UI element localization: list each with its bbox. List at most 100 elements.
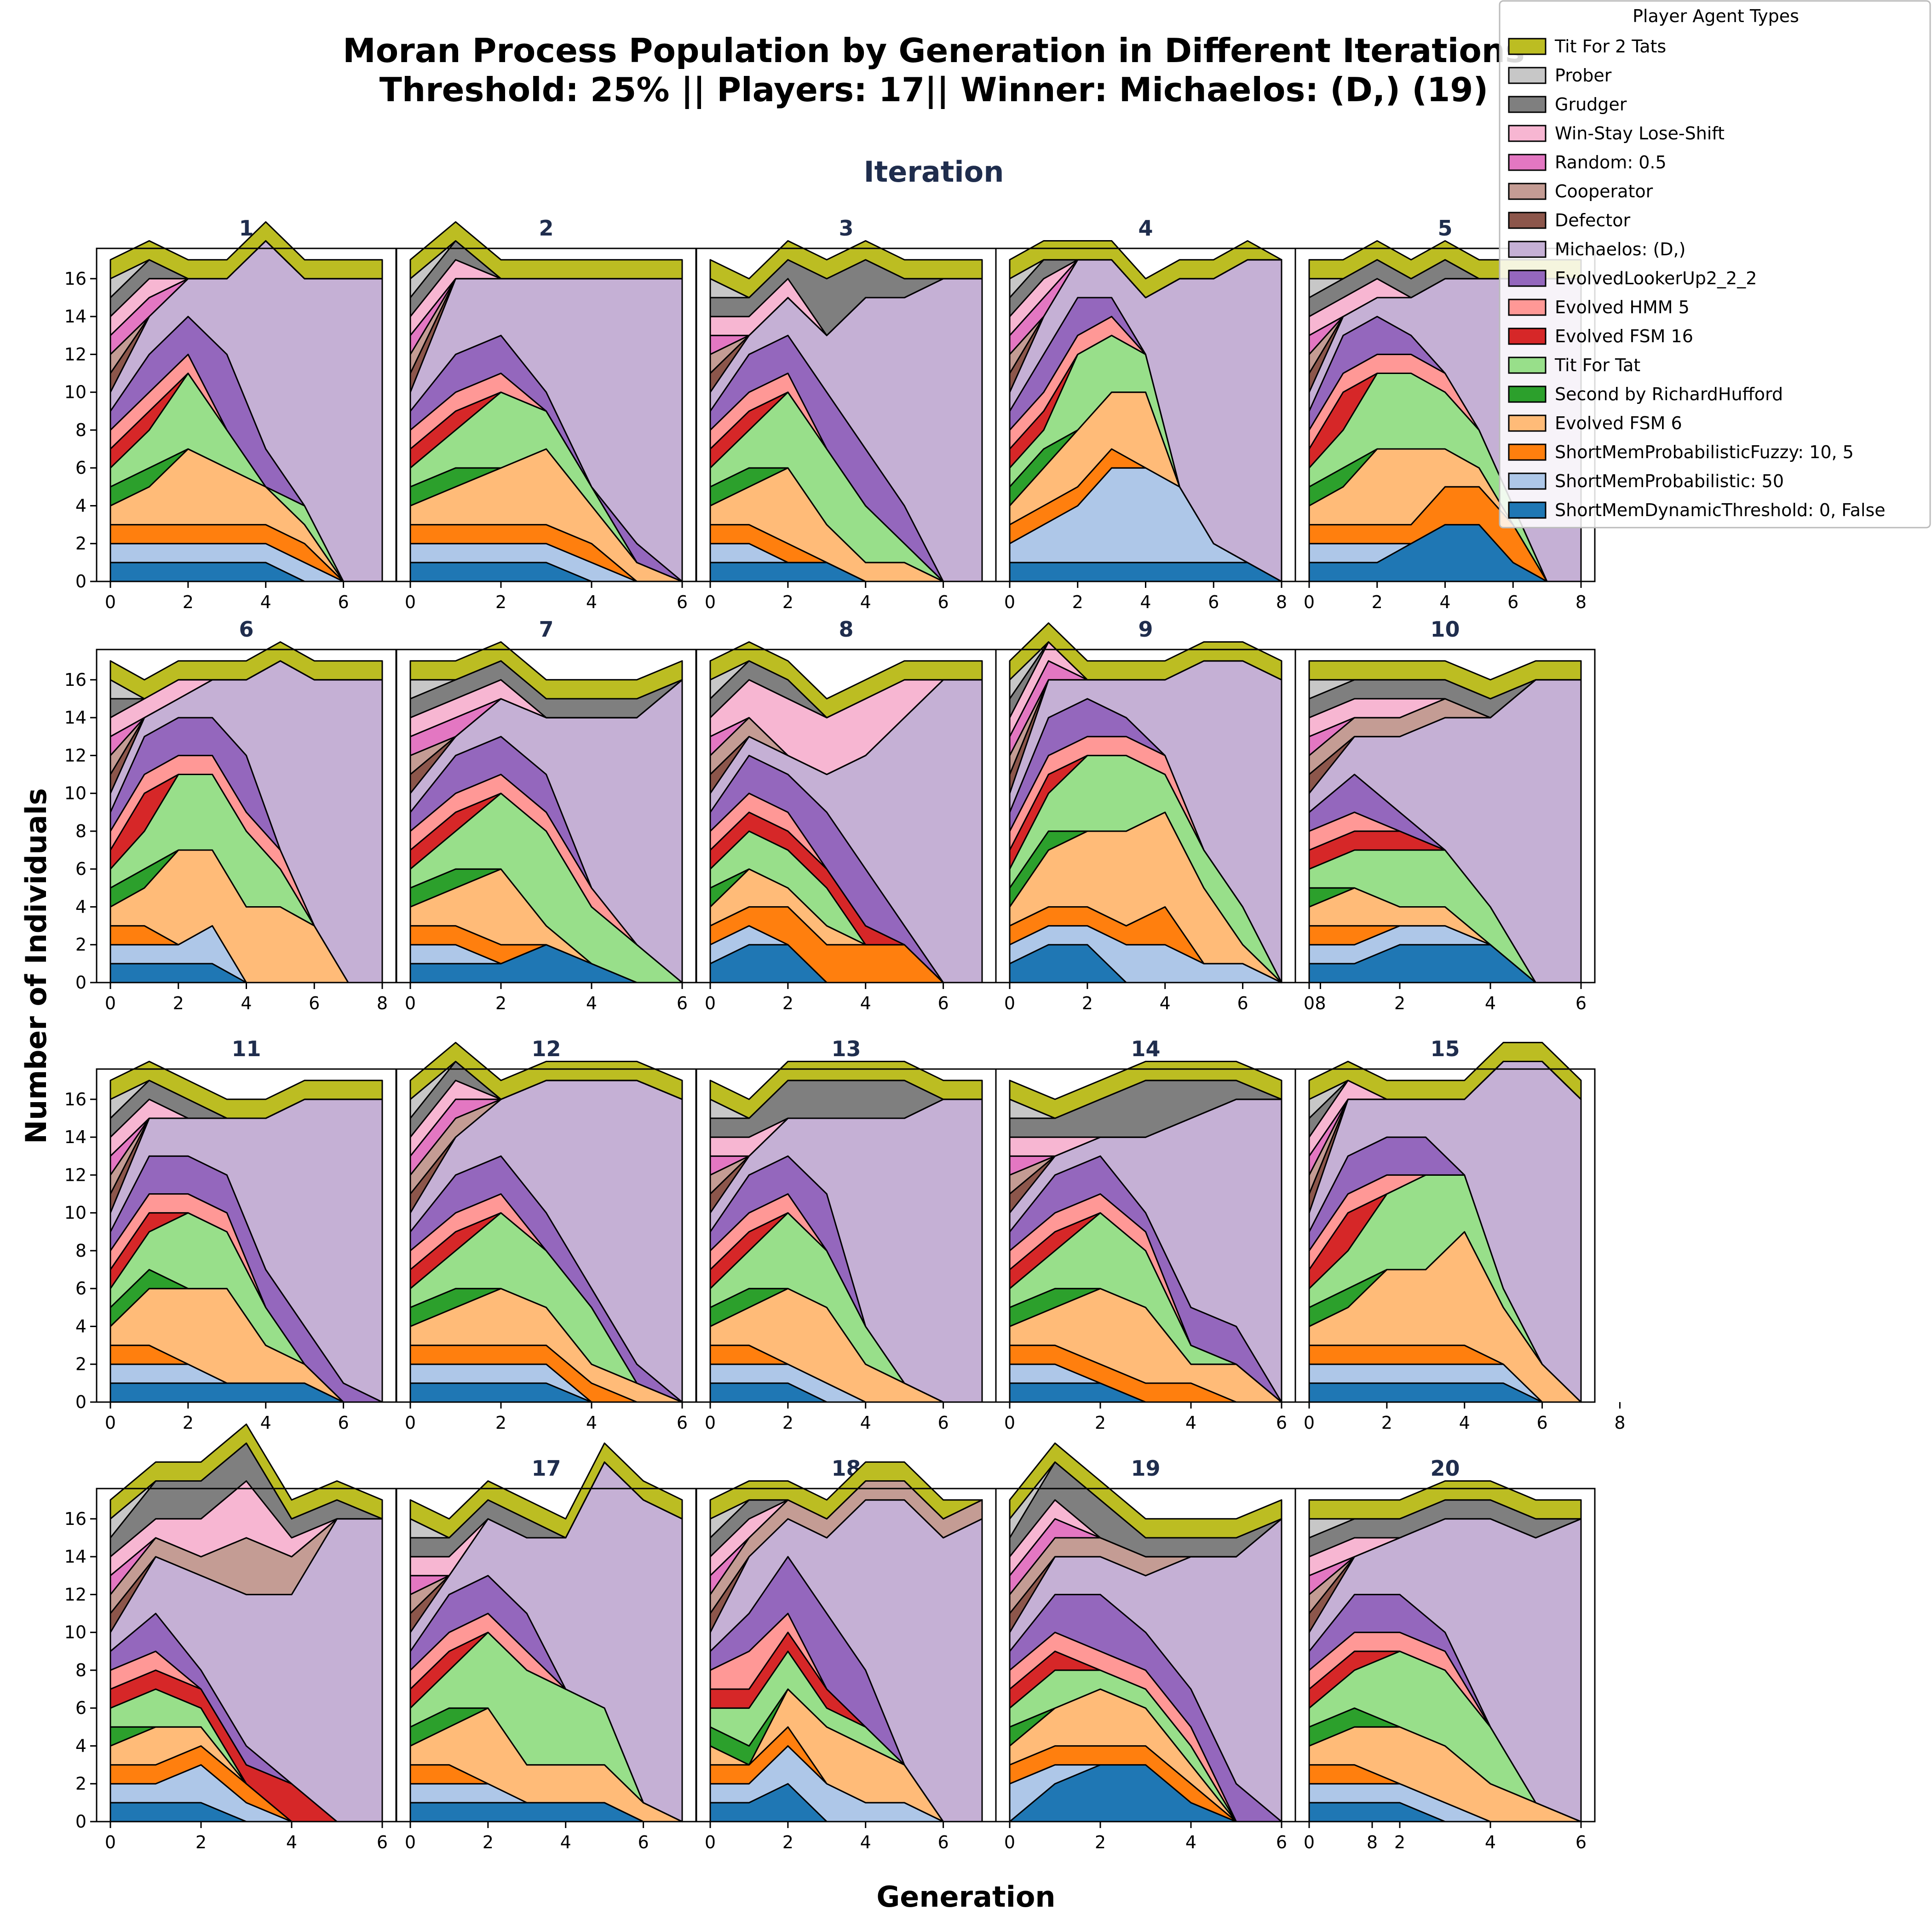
y-tick-label: 6 [75, 859, 86, 879]
legend-swatch [1508, 183, 1547, 200]
y-tick-label: 14 [64, 306, 86, 327]
x-tick-label: 8 [1576, 592, 1587, 612]
y-tick-label: 14 [64, 707, 86, 728]
x-tick-label: 4 [260, 1413, 271, 1433]
y-tick-label: 8 [75, 821, 86, 841]
area-tit-for-2-tats [409, 1041, 683, 1100]
panel-13: 13 0 2 4 6 [696, 1036, 997, 1433]
panel-17: 17 0 2 4 6 [396, 1442, 697, 1852]
y-tick-label: 14 [64, 1547, 86, 1567]
legend-item: Evolved HMM 5 [1508, 297, 1690, 317]
y-tick-label: 4 [75, 495, 86, 516]
y-tick-label: 8 [75, 1660, 86, 1680]
legend-swatch [1508, 299, 1547, 316]
x-tick-label: 2 [782, 1413, 794, 1433]
x-tick-label: 2 [1082, 993, 1093, 1013]
x-tick-label: 0 [1004, 592, 1015, 612]
x-tick-label: 0 [1004, 993, 1015, 1013]
x-tick-label: 2 [782, 592, 794, 612]
area-tit-for-2-tats [409, 1442, 683, 1539]
x-tick-label: 8 [1276, 592, 1287, 612]
x-tick-label: 4 [586, 993, 597, 1013]
legend-swatch [1508, 356, 1547, 374]
legend-label: ShortMemDynamicThreshold: 0, False [1555, 500, 1886, 520]
y-tick-label: 10 [64, 382, 86, 402]
legend-item: Win-Stay Lose-Shift [1508, 123, 1725, 144]
x-tick-label: 0 [405, 993, 416, 1013]
x-tick-label: 8 [1614, 1413, 1625, 1433]
x-tick-label: 6 [677, 592, 688, 612]
legend-item: Evolved FSM 6 [1508, 413, 1682, 433]
panel-7: 7 0 2 4 6 [396, 617, 697, 1013]
area-shortmemdynamicthreshold-0-false [1009, 562, 1282, 582]
legend-swatch [1508, 270, 1547, 287]
area-tit-for-2-tats [109, 1423, 383, 1520]
x-tick-label: 2 [1394, 1832, 1405, 1852]
x-tick-label: 6 [1208, 592, 1219, 612]
x-tick-label: 2 [782, 1832, 794, 1852]
legend-item: Evolved FSM 16 [1508, 326, 1693, 346]
area-tit-for-2-tats [1308, 660, 1582, 700]
x-tick-label: 2 [782, 993, 794, 1013]
legend-item: Defector [1508, 210, 1630, 230]
panel-8: 8 0 2 4 6 [696, 617, 997, 1013]
legend: Player Agent Types Tit For 2 Tats Prober Gr… [1499, 0, 1931, 529]
y-tick-label: 12 [64, 1165, 86, 1185]
area-tit-for-2-tats [709, 641, 983, 719]
x-axis-label: Generation [876, 1880, 1055, 1914]
y-tick-label: 10 [64, 1622, 86, 1643]
legend-item: Cooperator [1508, 181, 1653, 201]
x-tick-label: 4 [860, 592, 871, 612]
chart-title-line2: Threshold: 25% || Players: 17|| Winner: … [380, 70, 1488, 109]
area-tit-for-2-tats [109, 1061, 383, 1119]
legend-swatch [1508, 212, 1547, 229]
x-tick-label: 4 [1485, 1832, 1496, 1852]
x-tick-label: 2 [1072, 592, 1083, 612]
y-tick-label: 2 [75, 935, 86, 955]
legend-swatch [1508, 96, 1547, 113]
panel-title: 2 [539, 216, 553, 241]
legend-label: Random: 0.5 [1555, 152, 1667, 172]
x-tick-label: 4 [1140, 592, 1151, 612]
x-tick-label: 0 [105, 993, 116, 1013]
panel-5: 5 0 2 4 6 8 [1294, 216, 1596, 612]
y-tick-label: 6 [75, 458, 86, 478]
x-tick-label: 6 [1276, 1413, 1287, 1433]
iteration-supertitle: Iteration [864, 155, 1004, 189]
x-tick-label: 2 [1394, 993, 1405, 1013]
legend-swatch [1508, 241, 1547, 258]
x-tick-label: 6 [338, 1413, 349, 1433]
legend-label: Tit For Tat [1554, 355, 1640, 375]
legend-label: Michaelos: (D,) [1555, 239, 1685, 259]
panel-title: 10 [1430, 617, 1460, 642]
x-tick-label: 2 [183, 592, 194, 612]
x-tick-label: 4 [560, 1832, 571, 1852]
x-tick-label: 4 [286, 1832, 297, 1852]
x-tick-label: 2 [183, 1413, 194, 1433]
panel-frame [1294, 649, 1596, 983]
panel-20: 20 0 2 4 6 [1294, 1456, 1596, 1852]
x-tick-label: 4 [586, 1413, 597, 1433]
panel-title: 15 [1430, 1036, 1460, 1061]
panel-4: 4 0 2 4 6 8 [995, 216, 1296, 612]
y-tick-label: 0 [75, 1392, 86, 1412]
x-tick-label: 0 [1004, 1413, 1015, 1433]
x-tick-label: 0 [105, 1832, 116, 1852]
x-tick-label: 4 [860, 993, 871, 1013]
area-tit-for-2-tats [109, 221, 383, 280]
legend-item: Tit For 2 Tats [1508, 36, 1666, 57]
x-tick-label: 0 [705, 1413, 716, 1433]
panel-6: 6 0 2 4 6 8 0 2 4 6 8 10 12 14 16 [64, 617, 397, 1013]
x-tick-label: 6 [1576, 1832, 1587, 1852]
panel-frame [1294, 1068, 1596, 1403]
x-tick-label: 6 [338, 592, 349, 612]
panel-title: 12 [531, 1036, 561, 1061]
x-tick-label: 4 [860, 1413, 871, 1433]
legend-swatch [1508, 154, 1547, 171]
panel-title: 5 [1438, 216, 1452, 241]
area-tit-for-2-tats [409, 221, 683, 280]
legend-item: Prober [1508, 65, 1612, 86]
x-tick-label: 0 [705, 993, 716, 1013]
panel-title: 8 [839, 617, 853, 642]
